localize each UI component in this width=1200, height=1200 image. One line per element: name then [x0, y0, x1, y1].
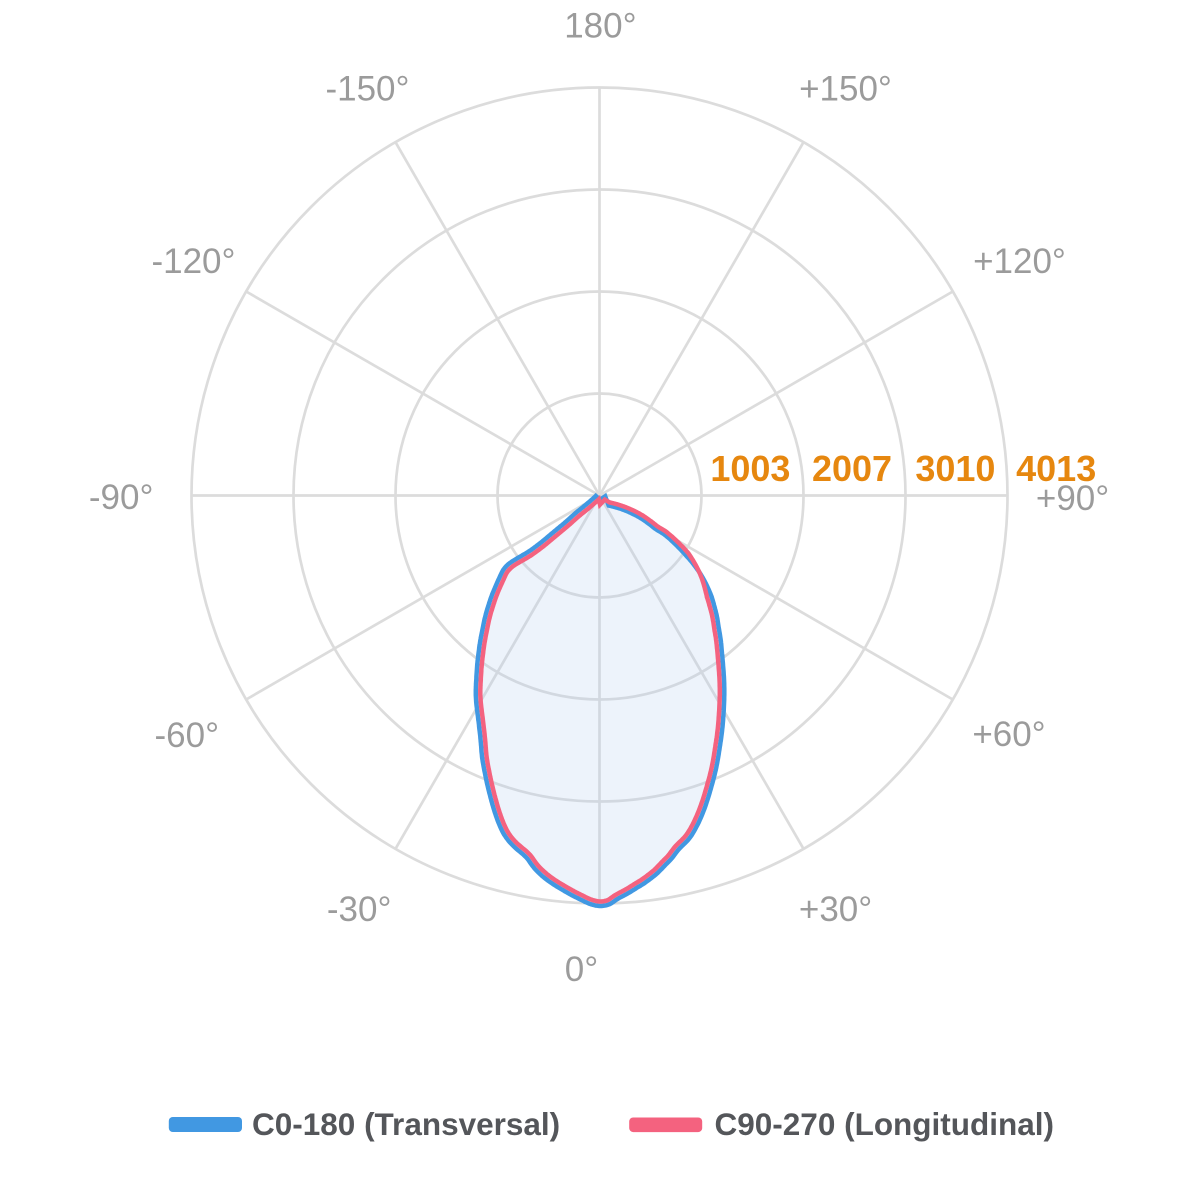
svg-text:+60°: +60°	[972, 715, 1045, 754]
svg-text:-150°: -150°	[325, 70, 409, 109]
svg-text:+120°: +120°	[973, 242, 1066, 281]
svg-text:+90°: +90°	[1036, 479, 1109, 518]
svg-text:-30°: -30°	[327, 890, 392, 929]
svg-text:3010: 3010	[915, 448, 995, 489]
svg-text:-60°: -60°	[155, 716, 220, 755]
svg-text:-90°: -90°	[89, 478, 154, 517]
svg-text:180°: 180°	[564, 7, 636, 46]
svg-text:2007: 2007	[812, 448, 892, 489]
svg-text:4013: 4013	[1016, 448, 1096, 489]
svg-text:1003: 1003	[710, 448, 790, 489]
svg-text:-120°: -120°	[151, 242, 235, 281]
svg-text:+30°: +30°	[799, 890, 872, 929]
svg-text:C0-180 (Transversal): C0-180 (Transversal)	[252, 1106, 560, 1142]
svg-text:0°: 0°	[565, 950, 598, 989]
svg-text:C90-270 (Longitudinal): C90-270 (Longitudinal)	[715, 1106, 1055, 1142]
svg-text:+150°: +150°	[799, 70, 892, 109]
